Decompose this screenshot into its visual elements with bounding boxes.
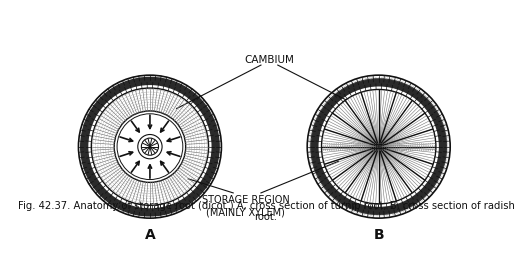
Text: STORAGE REGION
(MAINLY XYLEM): STORAGE REGION (MAINLY XYLEM) [202, 195, 290, 217]
Text: A: A [145, 228, 155, 242]
Text: B: B [373, 228, 384, 242]
Text: CAMBIUM: CAMBIUM [244, 55, 294, 65]
Text: Fig. 42.37. Anatomy of storage root (dicot.) A, cross section of turnip root; B,: Fig. 42.37. Anatomy of storage root (dic… [18, 201, 514, 222]
